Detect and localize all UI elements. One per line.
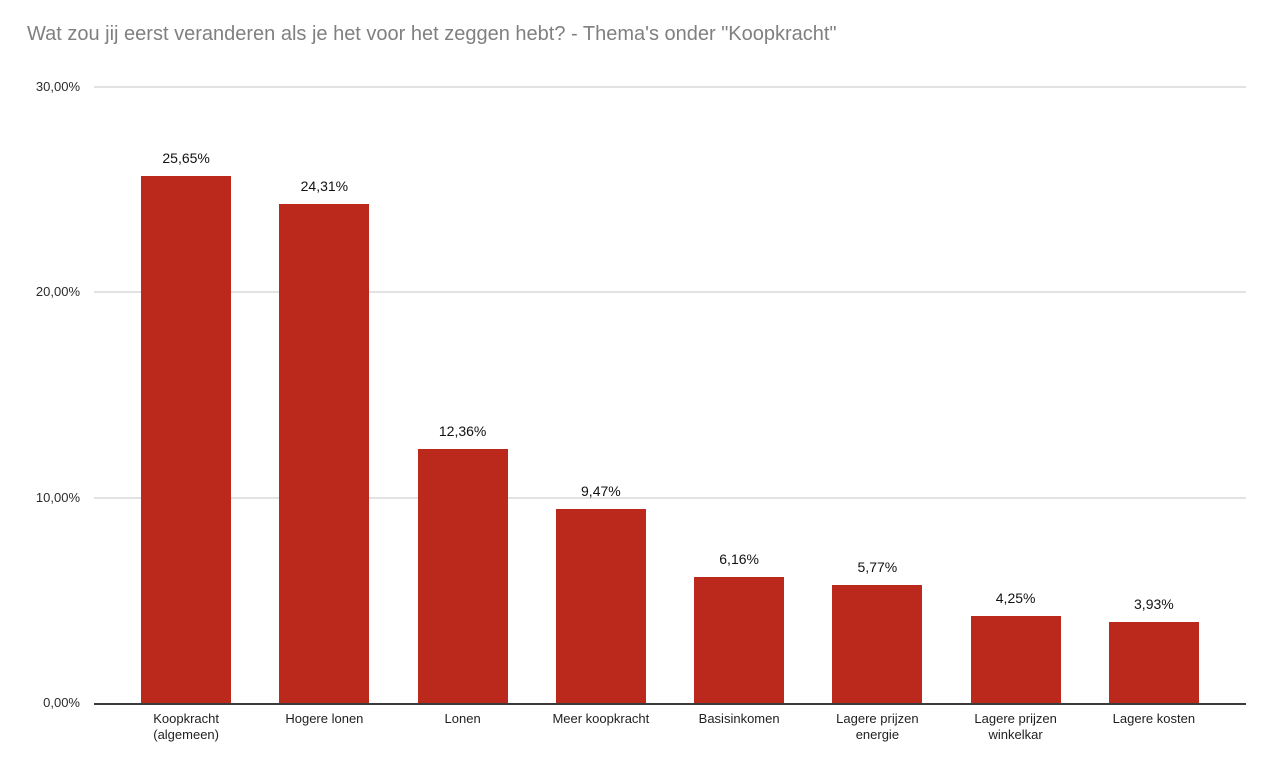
y-axis-tick-label: 20,00% [35, 284, 80, 300]
x-axis-category-label: Lagere prijzen energie [836, 711, 919, 742]
bar-band: 25,65% [117, 87, 255, 703]
bar-band: 24,31% [255, 87, 393, 703]
y-axis: 30,00% 20,00% 10,00% 0,00% [0, 79, 80, 710]
bar-band: 12,36% [394, 87, 532, 703]
x-axis-category-label: Lagere kosten [1112, 711, 1196, 726]
bar-2[interactable] [279, 203, 370, 703]
bar-band: 5,77% [808, 87, 946, 703]
x-axis-category-label: Meer koopkracht [552, 711, 650, 726]
x-axis-category-label: Basisinkomen [698, 711, 780, 726]
gridline [94, 86, 1246, 88]
bars-row: 25,65% 24,31% 12,36% 9,47% 6,16% 5,77% 4,25% 3,… [117, 87, 1223, 703]
bar-value-label: 12,36% [438, 423, 487, 440]
bar-value-label: 25,65% [162, 150, 210, 167]
bar-band: 3,93% [1085, 87, 1223, 703]
x-axis-labels: Koopkracht (algemeen) Hogere lonen Lonen Me… [117, 711, 1223, 743]
bar-6[interactable] [832, 584, 923, 703]
gridline [94, 496, 1246, 499]
bar-value-label: 24,31% [300, 177, 349, 194]
bar-value-label: 6,16% [719, 550, 759, 567]
y-axis-tick-label: 10,00% [35, 489, 80, 505]
gridline [94, 291, 1246, 294]
bar-value-label: 4,25% [995, 589, 1036, 606]
bar-band: 4,25% [947, 87, 1085, 703]
bar-value-label: 5,77% [857, 558, 898, 575]
bar-8[interactable] [1108, 622, 1199, 703]
bar-value-label: 3,93% [1134, 596, 1174, 613]
bar-1[interactable] [141, 176, 232, 703]
x-axis-category-label: Lagere prijzen winkelkar [974, 711, 1057, 742]
bar-4[interactable] [555, 508, 646, 703]
bar-3[interactable] [417, 449, 508, 703]
plot-area: 25,65% 24,31% 12,36% 9,47% 6,16% 5,77% 4,25% 3,… [94, 86, 1246, 705]
bar-band: 6,16% [670, 87, 808, 703]
x-axis-category-label: Lonen [444, 711, 481, 726]
bar-value-label: 9,47% [581, 482, 621, 499]
bar-5[interactable] [694, 576, 785, 703]
x-axis-category-label: Hogere lonen [285, 711, 364, 726]
x-axis-category-label: Koopkracht (algemeen) [153, 711, 219, 742]
bar-7[interactable] [970, 615, 1061, 703]
bar-band: 9,47% [532, 87, 670, 703]
y-axis-tick-label: 0,00% [43, 695, 80, 710]
chart-title: Wat zou jij eerst veranderen als je het … [27, 23, 837, 45]
y-axis-tick-label: 30,00% [35, 79, 80, 94]
